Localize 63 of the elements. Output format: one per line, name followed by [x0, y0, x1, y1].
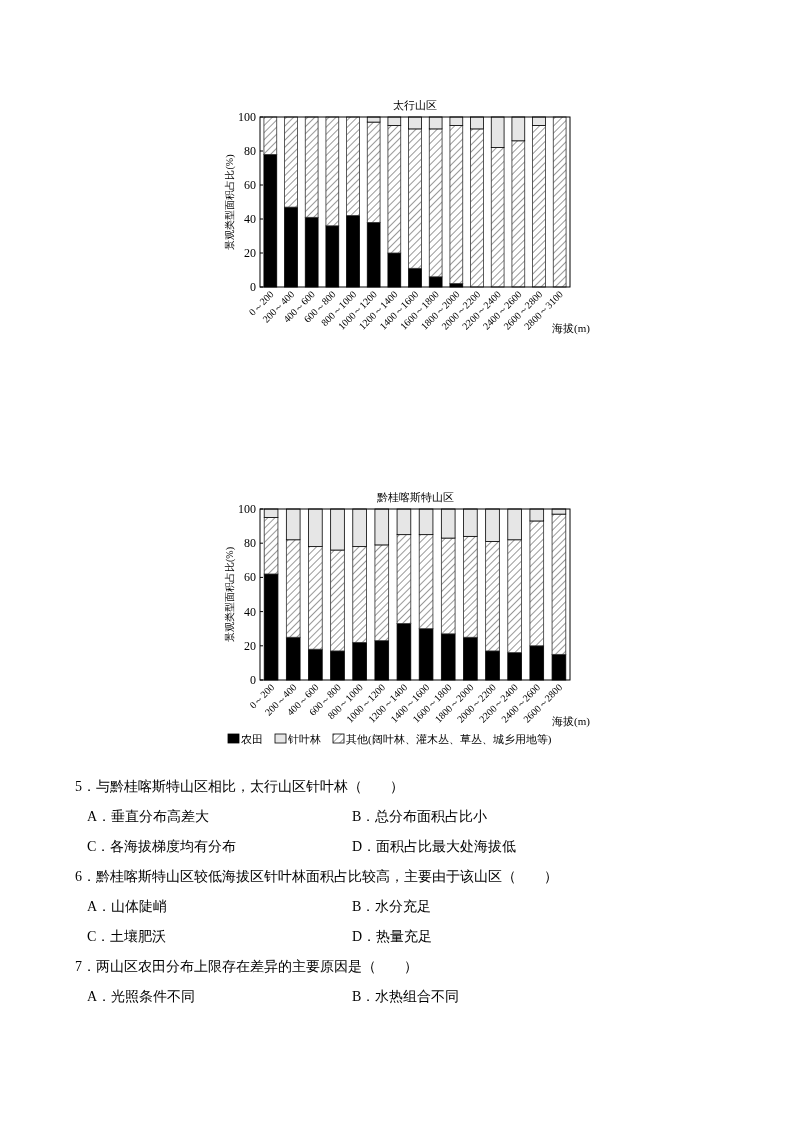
y-axis-title: 景观类型面积占比(%): [224, 547, 236, 642]
text: 7．两山区农田分布上限存在差异的主要原因是（ ）: [75, 959, 418, 974]
legend-label: 农田: [241, 733, 263, 745]
y-tick-label: 20: [244, 638, 256, 653]
bar: [408, 128, 422, 269]
bar: [387, 125, 402, 254]
y-tick-label: 60: [244, 570, 256, 585]
bar: [529, 520, 545, 647]
y-tick-label: 0: [250, 673, 256, 687]
y-tick-label: 60: [244, 178, 256, 192]
bar: [507, 539, 522, 654]
bar: [449, 125, 464, 284]
bar: [485, 541, 500, 652]
y-tick-label: 100: [238, 110, 256, 124]
text: 5．与黔桂喀斯特山区相比，太行山区针叶林（ ）: [75, 779, 404, 794]
bar: [428, 128, 443, 278]
bar: [308, 546, 323, 650]
bar: [285, 539, 301, 638]
y-tick-label: 100: [238, 502, 256, 516]
bar: [366, 121, 381, 223]
legend-label: 针叶林: [287, 733, 321, 745]
bar: [511, 140, 526, 288]
legend-label: 其他(阔叶林、灌木丛、草丛、城乡用地等): [346, 733, 552, 746]
bar: [532, 125, 546, 288]
bar: [470, 128, 484, 288]
text: B．水分充足: [352, 899, 432, 914]
y-tick-label: 40: [244, 604, 256, 619]
text: A．山体陡峭: [87, 899, 168, 914]
x-axis-title: 海拔(m): [552, 322, 591, 335]
bar: [490, 147, 505, 288]
bar: [284, 116, 298, 208]
text: 6．黔桂喀斯特山区较低海拔区针叶林面积占比较高，主要由于该山区（ ）: [75, 869, 558, 884]
bar: [440, 537, 456, 635]
bar: [325, 116, 340, 227]
y-tick-label: 40: [244, 212, 256, 226]
bar: [551, 513, 567, 655]
text: B．水热组合不同: [352, 989, 460, 1004]
bar: [304, 116, 319, 218]
chart-title: 太行山区: [393, 99, 437, 111]
y-tick-label: 0: [250, 280, 256, 294]
bar: [352, 546, 367, 643]
x-axis-title: 海拔(m): [552, 715, 591, 728]
text: C．土壤肥沃: [87, 929, 167, 944]
text: A．垂直分布高差大: [87, 809, 210, 824]
text: A．光照条件不同: [87, 989, 196, 1004]
bar: [418, 534, 434, 630]
text: D．面积占比最大处海拔低: [352, 839, 517, 854]
bar: [263, 116, 278, 155]
bar: [374, 544, 390, 642]
bar: [552, 116, 567, 288]
y-tick-label: 20: [244, 246, 256, 260]
bar: [463, 535, 478, 638]
y-axis-title: 景观类型面积占比(%): [224, 154, 236, 250]
y-tick-label: 80: [244, 536, 256, 551]
bar: [346, 116, 360, 216]
bar: [396, 534, 412, 624]
chart-title: 黔桂喀斯特山区: [375, 491, 454, 503]
text: B．总分布面积占比小: [352, 809, 488, 824]
text: D．热量充足: [352, 929, 433, 944]
bar: [263, 517, 279, 575]
bar: [330, 549, 345, 652]
text: C．各海拔梯度均有分布: [87, 839, 237, 854]
y-tick-label: 80: [244, 144, 256, 158]
